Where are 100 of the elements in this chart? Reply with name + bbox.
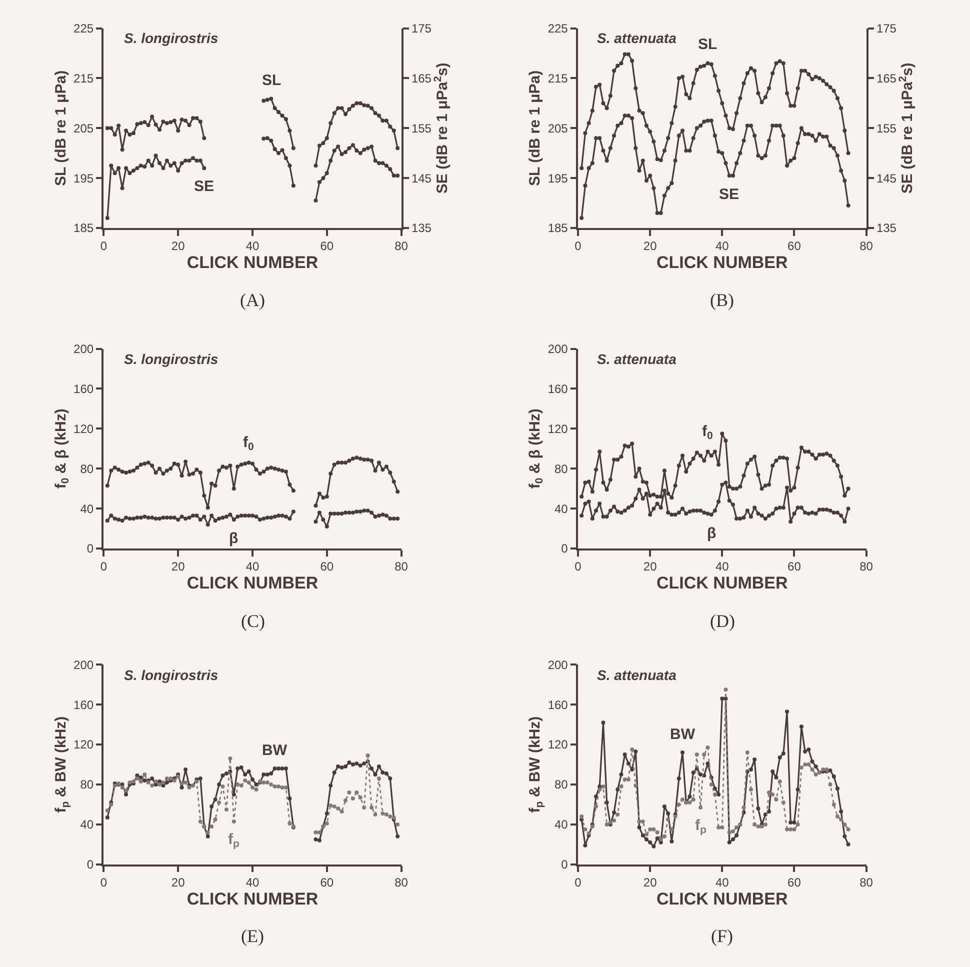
text: (F) <box>711 926 734 946</box>
point <box>384 118 388 123</box>
text: & BW (kHz) <box>526 716 544 798</box>
point <box>112 171 117 176</box>
point <box>380 161 385 166</box>
y-tick-label: 200 <box>74 342 94 356</box>
x-tick-label: 40 <box>246 876 260 890</box>
point <box>131 131 136 136</box>
y-tick-label: 40 <box>80 502 94 516</box>
point <box>366 104 370 108</box>
y-tick-label: 80 <box>80 462 94 476</box>
point <box>291 184 296 188</box>
x-tick-label: 0 <box>574 876 582 890</box>
y-tick-label: 80 <box>554 462 568 476</box>
x-tick-label: 80 <box>394 560 408 574</box>
x-axis-title: CLICK NUMBER <box>656 574 788 593</box>
point <box>158 161 162 166</box>
point <box>194 158 199 163</box>
point <box>358 151 362 156</box>
y-tick-label: 80 <box>80 778 94 792</box>
x-tick-label: 20 <box>643 876 658 890</box>
y-tick-label: 120 <box>74 422 94 436</box>
y-tick-label: 160 <box>74 382 94 396</box>
point <box>347 107 352 112</box>
point <box>272 147 277 152</box>
y2-tick-label: 145 <box>876 171 897 186</box>
point <box>376 161 381 166</box>
point <box>180 118 184 122</box>
x-tick-label: 40 <box>715 876 730 890</box>
point <box>168 120 173 124</box>
point <box>347 146 352 150</box>
point <box>124 128 128 133</box>
x-tick-label: 80 <box>860 876 874 890</box>
y-tick-label: 40 <box>554 502 568 516</box>
point <box>164 121 169 126</box>
point <box>280 114 284 118</box>
x-tick-label: 40 <box>246 560 260 574</box>
point <box>116 166 121 170</box>
point <box>116 124 121 128</box>
point <box>198 120 202 124</box>
point <box>124 166 128 170</box>
point <box>128 132 132 137</box>
point <box>180 161 184 166</box>
chart-title: S. attenuata <box>597 30 677 46</box>
point <box>362 148 366 152</box>
y2-tick-label: 135 <box>411 221 432 236</box>
point <box>150 164 154 168</box>
point <box>328 158 333 163</box>
point <box>154 154 158 158</box>
x-tick-label: 80 <box>394 876 408 890</box>
point <box>384 164 388 168</box>
point <box>340 106 344 110</box>
point <box>370 144 374 149</box>
y-tick-label: 200 <box>548 658 568 672</box>
point <box>190 116 195 120</box>
point <box>396 174 400 178</box>
x-tick-label: 80 <box>394 239 408 254</box>
point <box>176 168 180 173</box>
point <box>172 118 176 123</box>
x-tick-label: 20 <box>171 560 186 574</box>
point <box>328 121 333 126</box>
point <box>161 166 166 170</box>
y-tick-label: 205 <box>74 121 94 136</box>
text: (D) <box>710 611 735 631</box>
series-label: SE <box>719 186 740 203</box>
point <box>131 168 136 173</box>
point <box>142 120 147 124</box>
point <box>388 167 392 172</box>
y-tick-label: 0 <box>86 542 94 556</box>
point <box>362 103 366 108</box>
chart-title: S. attenuata <box>597 351 677 367</box>
point <box>366 146 370 150</box>
point <box>354 148 359 153</box>
y2-tick-label: 135 <box>876 221 897 236</box>
point <box>324 171 329 176</box>
text: f$_{p}$ <box>228 831 240 850</box>
point <box>317 180 322 184</box>
point <box>321 176 326 180</box>
x-axis-title: CLICK NUMBER <box>186 890 318 909</box>
point <box>172 161 176 166</box>
legend-label: f$_{0}$ <box>702 423 713 442</box>
point <box>380 118 385 123</box>
series-label: SL <box>262 72 282 89</box>
y-tick-label: 200 <box>74 658 94 672</box>
point <box>112 132 117 137</box>
point <box>168 164 173 168</box>
point <box>184 118 188 123</box>
point <box>184 158 188 163</box>
y-tick-label: 225 <box>74 21 94 36</box>
y-tick-label: 80 <box>554 778 568 792</box>
point <box>314 164 318 168</box>
point <box>392 174 396 178</box>
point <box>269 96 274 101</box>
x-tick-label: 0 <box>100 239 108 254</box>
point <box>202 136 206 140</box>
point <box>138 164 143 168</box>
series-label: SL <box>698 36 718 53</box>
y-tick-label: 215 <box>74 71 94 86</box>
series-label: SE <box>194 178 214 195</box>
legend-label: f$_{p}$ <box>695 817 706 836</box>
